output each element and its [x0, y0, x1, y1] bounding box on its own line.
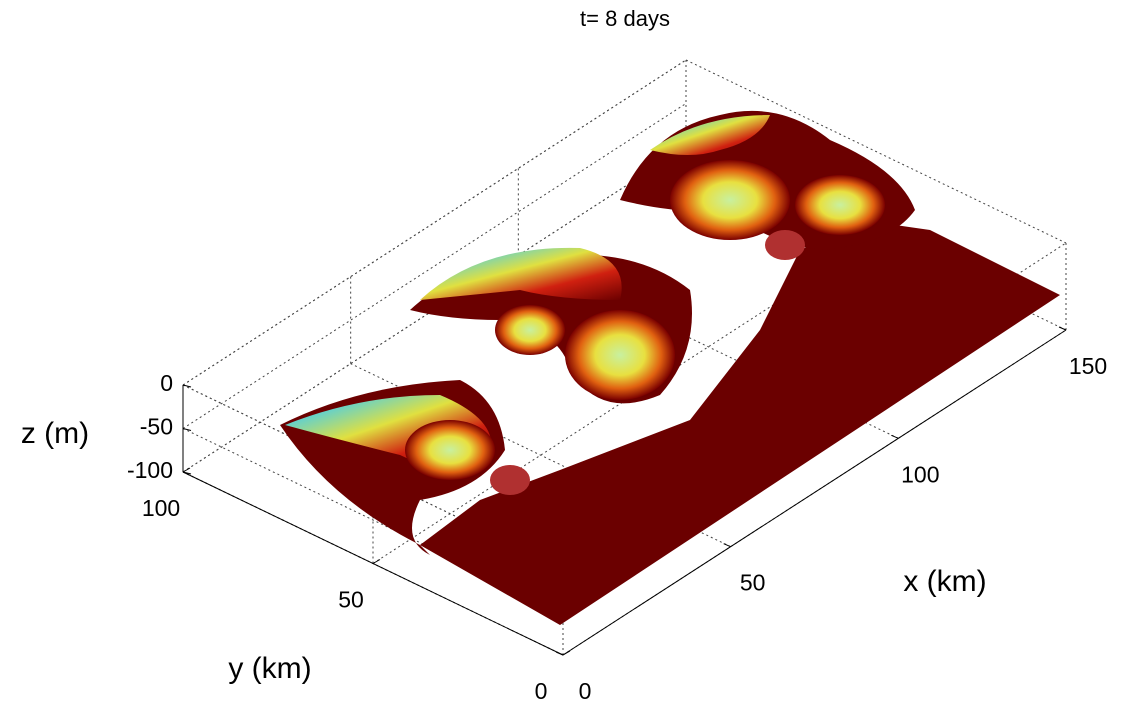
z-tick — [182, 428, 192, 431]
x-tick-label: 100 — [901, 461, 939, 487]
z-tick-label: -100 — [127, 457, 173, 483]
x-tick — [555, 651, 564, 656]
x-tick-label: 150 — [1069, 353, 1107, 379]
y-tick-label: 50 — [338, 587, 364, 613]
x-tick — [1058, 326, 1067, 331]
x-tick-label: 50 — [740, 570, 766, 596]
surface — [280, 110, 1060, 625]
y-axis-label: y (km) — [228, 652, 311, 685]
axes: 0 50 100 150 0 50 100 -100 -50 0 — [127, 326, 1107, 704]
x-tick-label: 0 — [579, 678, 592, 704]
y-tick-label: 100 — [142, 495, 180, 521]
y-tick — [182, 467, 191, 473]
x-axis-label: x (km) — [903, 565, 986, 598]
z-axis-label: z (m) — [21, 417, 89, 450]
y-tick — [562, 650, 571, 656]
z-tick — [182, 471, 192, 475]
chart-title: t= 8 days — [580, 6, 670, 31]
box-edge — [685, 59, 1067, 244]
z-tick — [182, 384, 192, 388]
z-tick-label: 0 — [160, 370, 173, 396]
x-tick — [891, 434, 899, 439]
y-tick — [372, 559, 381, 564]
x-tick — [723, 543, 731, 548]
z-tick-label: -50 — [140, 414, 173, 440]
x-axis-line — [562, 329, 1067, 656]
y-tick-label: 0 — [535, 678, 548, 704]
